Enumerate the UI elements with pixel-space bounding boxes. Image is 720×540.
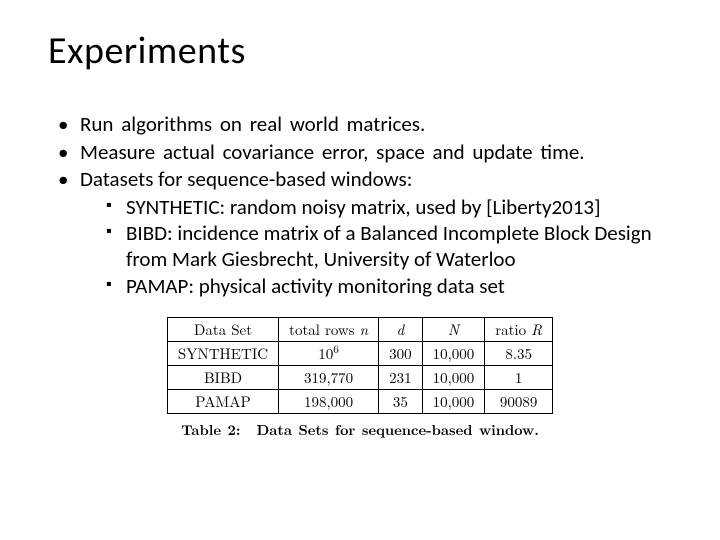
sub-bullet-item: SYNTHETIC: random noisy matrix, used by … [106,195,672,221]
col-d-var: d [397,319,405,340]
cell-N: 10,000 [422,366,485,390]
table-wrapper: Data Set total rows n d N ratio R SYNTHE… [48,317,672,440]
cell-ratio: 1 [485,366,553,390]
sub-bullet-item: PAMAP: physical activity monitoring data… [106,274,672,300]
col-dataset: Data Set [167,318,278,342]
cell-rows-exp: 6 [333,341,339,357]
table-row: SYNTHETIC 106 300 10,000 8.35 [167,342,552,366]
caption-label: Table 2: [181,420,240,440]
bullet-item: Datasets for sequence-based windows: SYN… [58,167,672,299]
cell-rows: 319,770 [279,366,379,390]
col-rows: total rows n [279,318,379,342]
cell-d: 300 [379,342,423,366]
cell-rows: 106 [279,342,379,366]
bullet-list: Run algorithms on real world matrices. M… [48,112,672,299]
cell-ratio: 8.35 [485,342,553,366]
col-n-cap: N [422,318,485,342]
cell-d: 35 [379,390,423,414]
datasets-table: Data Set total rows n d N ratio R SYNTHE… [167,317,553,414]
bullet-item: Run algorithms on real world matrices. [58,112,672,138]
col-ratio-label: ratio [495,319,531,340]
cell-d: 231 [379,366,423,390]
table-row: PAMAP 198,000 35 10,000 90089 [167,390,552,414]
caption-text: Data Sets for sequence-based window. [256,420,538,440]
col-N-var: N [448,319,459,340]
table-header-row: Data Set total rows n d N ratio R [167,318,552,342]
bullet-item: Measure actual covariance error, space a… [58,140,672,166]
table-caption: Table 2: Data Sets for sequence-based wi… [48,420,672,440]
table-row: BIBD 319,770 231 10,000 1 [167,366,552,390]
col-rows-label: total rows [289,319,360,340]
cell-dataset: PAMAP [167,390,278,414]
col-ratio-var: R [531,319,542,340]
cell-dataset: SYNTHETIC [167,342,278,366]
slide-title: Experiments [48,28,672,74]
cell-rows: 198,000 [279,390,379,414]
col-ratio: ratio R [485,318,553,342]
bullet-text: Datasets for sequence-based windows: [80,166,412,192]
slide: Experiments Run algorithms on real world… [0,0,720,540]
col-d: d [379,318,423,342]
cell-N: 10,000 [422,342,485,366]
sub-bullet-list: SYNTHETIC: random noisy matrix, used by … [80,193,672,299]
sub-bullet-item: BIBD: incidence matrix of a Balanced Inc… [106,221,672,272]
cell-ratio: 90089 [485,390,553,414]
cell-dataset: BIBD [167,366,278,390]
cell-N: 10,000 [422,390,485,414]
col-rows-var: n [360,319,368,340]
cell-rows-base: 10 [318,343,333,364]
